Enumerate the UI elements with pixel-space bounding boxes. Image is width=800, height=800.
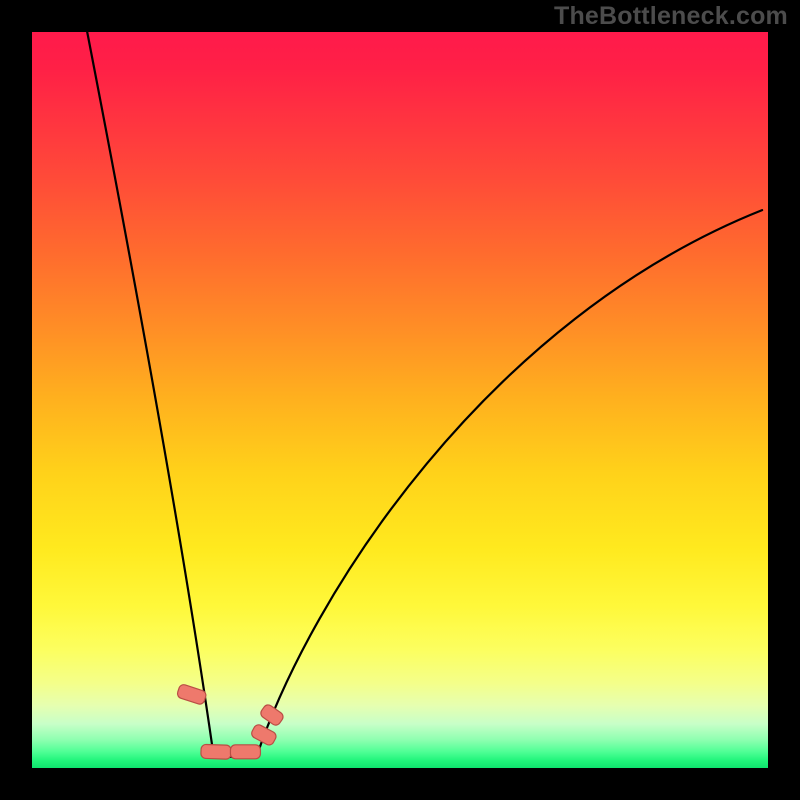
chart-container: TheBottleneck.com: [0, 0, 800, 800]
plot-background: [32, 32, 768, 768]
marker-capsule: [201, 744, 231, 759]
bottleneck-curve-chart: [0, 0, 800, 800]
marker-capsule: [230, 745, 260, 759]
